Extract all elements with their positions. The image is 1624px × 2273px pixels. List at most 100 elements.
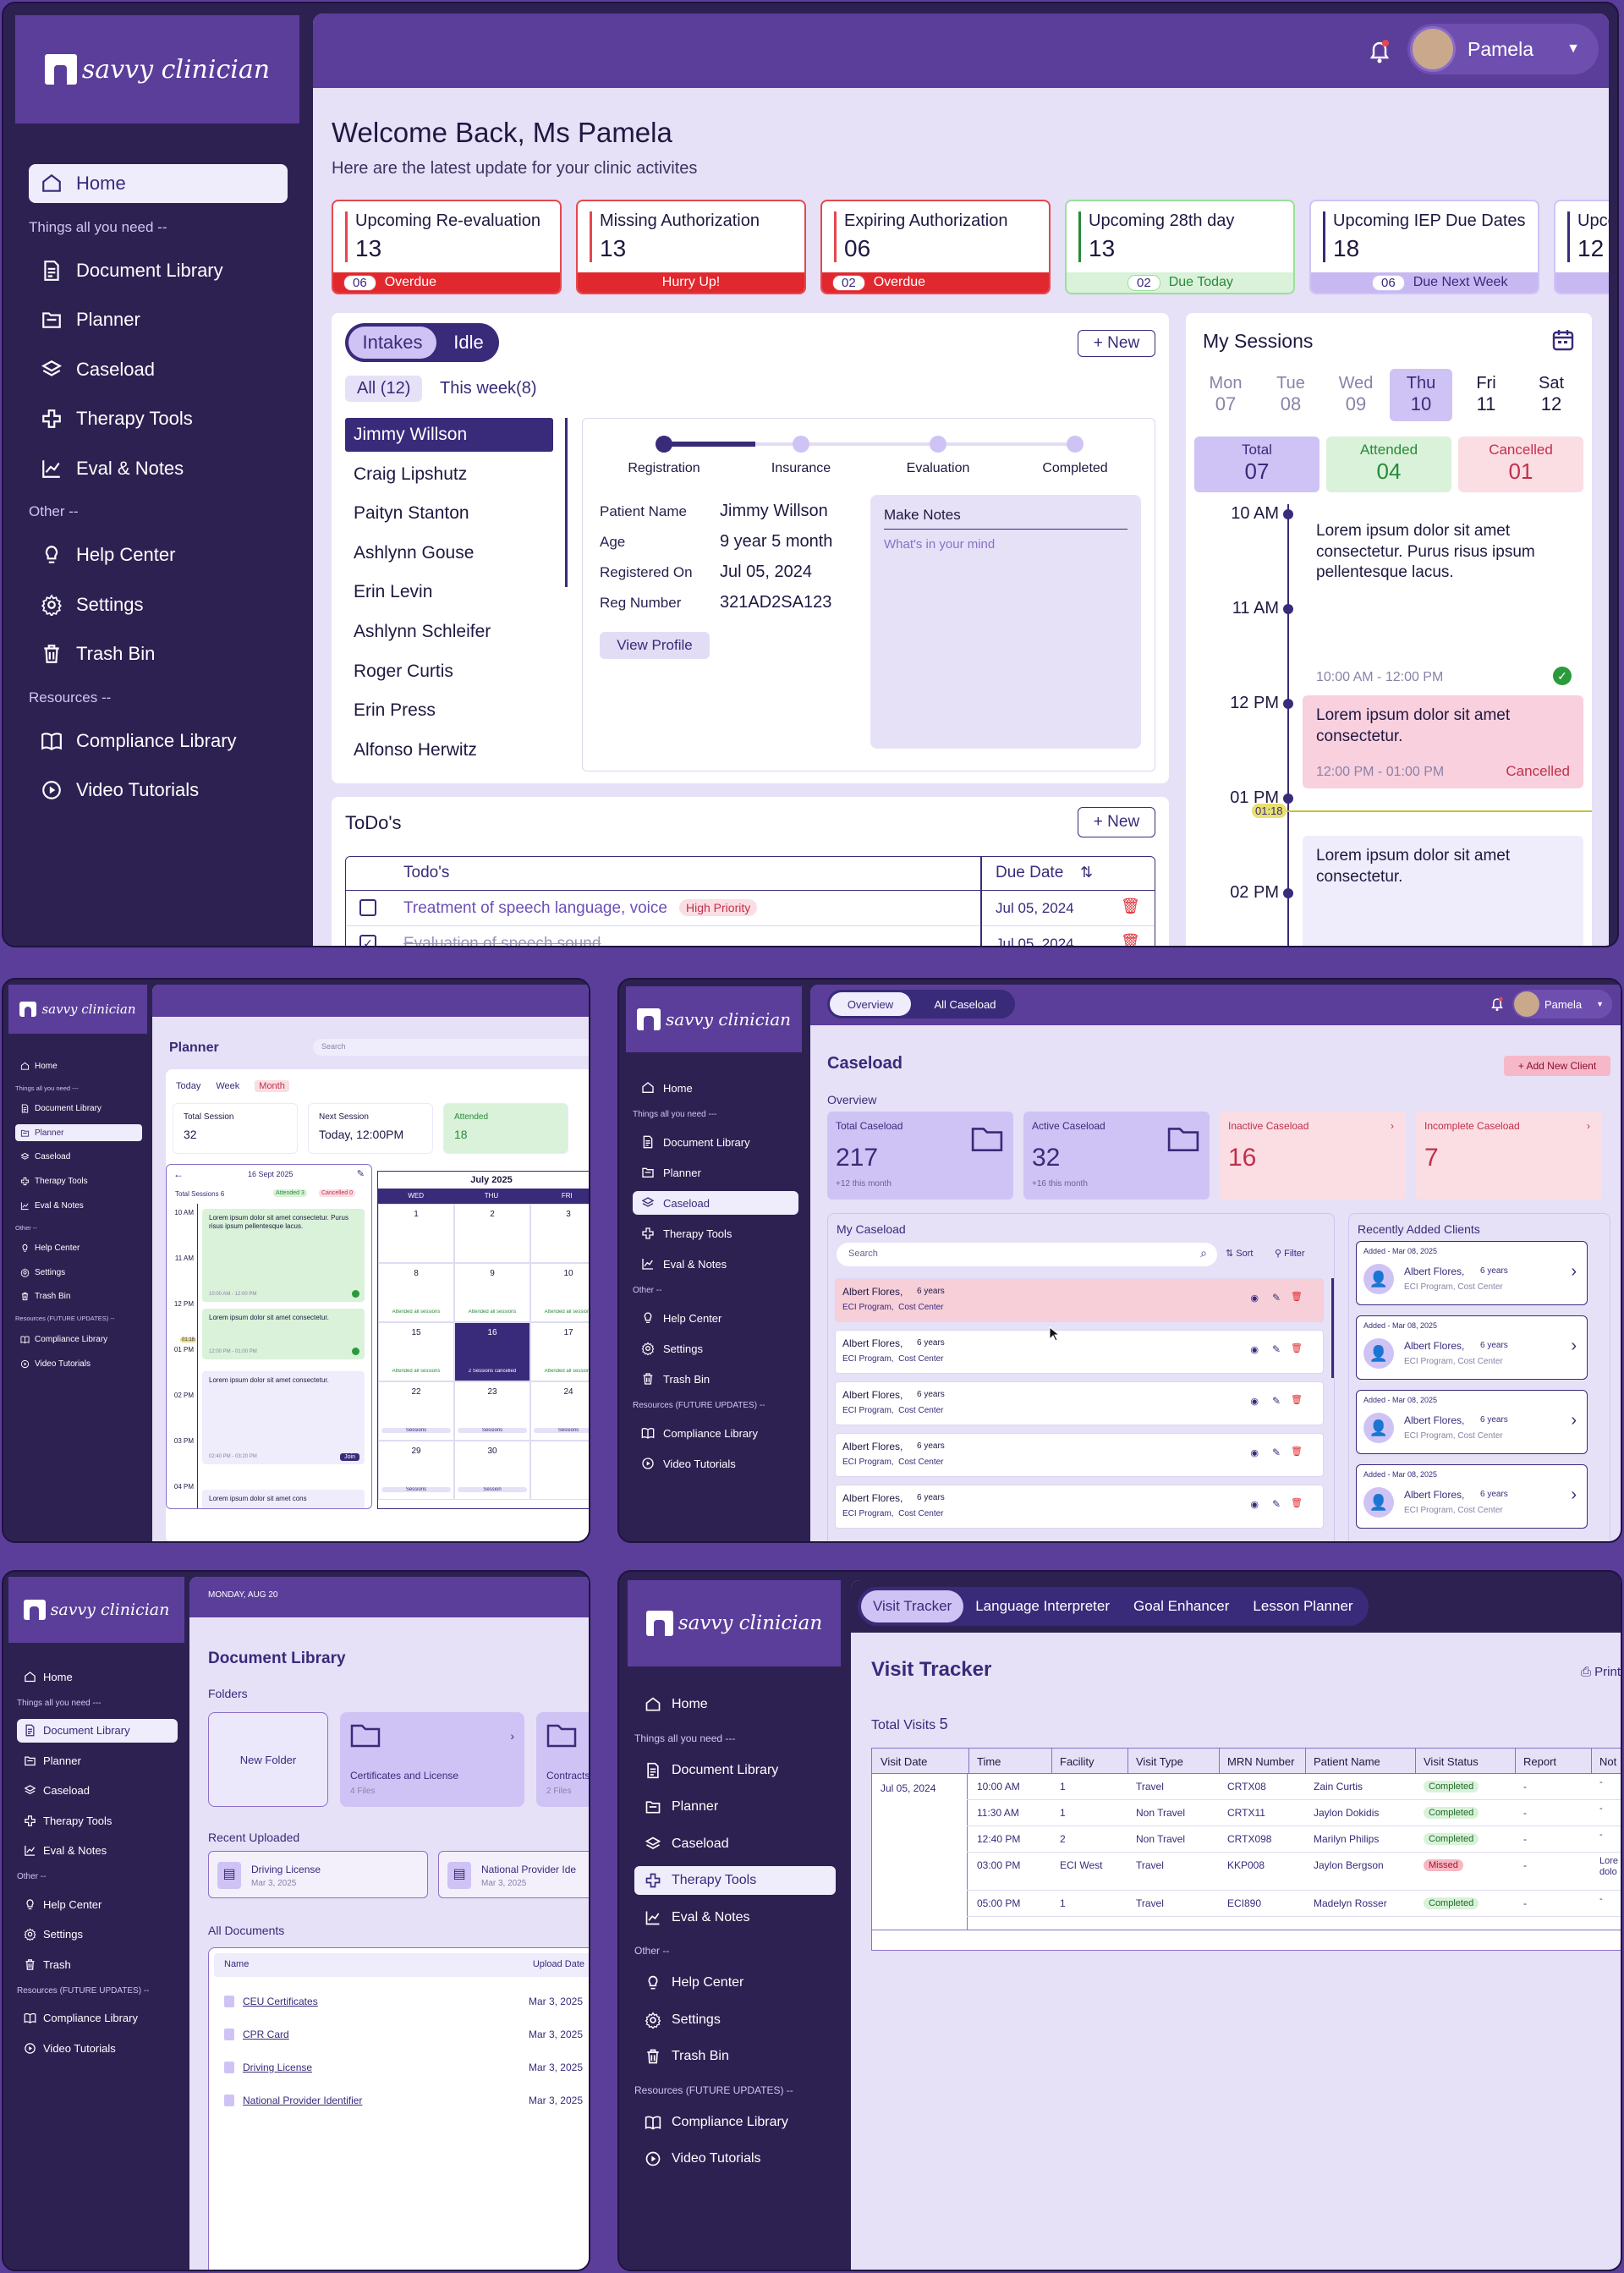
- sidebar-item-settings[interactable]: Settings: [17, 1923, 178, 1946]
- document-row[interactable]: Driving License Mar 3, 2025: [214, 2056, 589, 2082]
- sort-icon[interactable]: ⇅: [1080, 864, 1094, 881]
- eye-icon[interactable]: ◉: [1250, 1500, 1259, 1510]
- sidebar-item-help[interactable]: Help Center: [634, 1968, 836, 1997]
- sidebar-item-doc[interactable]: Document Library: [15, 1101, 142, 1117]
- sidebar-item-caseload[interactable]: Caseload: [17, 1779, 178, 1803]
- sidebar-item-settings[interactable]: Settings: [634, 2006, 836, 2034]
- patient-list-scrollbar[interactable]: [565, 418, 568, 587]
- recent-client-card[interactable]: Added - Mar 08, 2025 👤 Albert Flores, 6 yea…: [1356, 1390, 1588, 1454]
- document-row[interactable]: National Provider Identifier Mar 3, 2025: [214, 2089, 589, 2115]
- caseload-stat[interactable]: Incomplete Caseload 7 ›: [1416, 1112, 1602, 1200]
- sidebar-item-home[interactable]: Home: [15, 1057, 142, 1074]
- day-tab[interactable]: Tue 08: [1259, 369, 1322, 421]
- day-tab[interactable]: Wed 09: [1325, 369, 1387, 421]
- trash-icon[interactable]: 🗑: [1291, 1395, 1303, 1405]
- join-button[interactable]: Join: [340, 1453, 359, 1461]
- sidebar-item-eval[interactable]: Eval & Notes: [634, 1903, 836, 1932]
- sidebar-item-eval[interactable]: Eval & Notes: [29, 449, 288, 488]
- view-tab[interactable]: Week: [216, 1081, 240, 1091]
- sidebar-item-doc[interactable]: Document Library: [633, 1130, 798, 1154]
- patient-list-item[interactable]: Erin Levin: [354, 582, 433, 602]
- tab-overview[interactable]: Overview: [830, 992, 911, 1016]
- sidebar-item-eval[interactable]: Eval & Notes: [633, 1252, 798, 1276]
- calendar-day[interactable]: 8 Attended all sessions: [378, 1263, 454, 1322]
- tab-visit-tracker[interactable]: Visit Tracker: [861, 1590, 964, 1622]
- sidebar-item-settings[interactable]: Settings: [29, 585, 288, 624]
- calendar-day[interactable]: [530, 1441, 589, 1500]
- calendar-icon[interactable]: [1551, 328, 1575, 352]
- patient-list-item[interactable]: Roger Curtis: [354, 661, 453, 681]
- add-client-button[interactable]: + Add New Client: [1504, 1056, 1610, 1076]
- eye-icon[interactable]: ◉: [1250, 1293, 1259, 1304]
- filter-this-week[interactable]: This week(8): [440, 379, 537, 398]
- search-input[interactable]: Search: [313, 1039, 589, 1056]
- document-name[interactable]: National Provider Identifier: [243, 2095, 363, 2106]
- sidebar-item-therapy[interactable]: Therapy Tools: [633, 1222, 798, 1245]
- calendar-day[interactable]: 16 2 Sessions cancelled: [454, 1322, 530, 1381]
- recent-file[interactable]: ▤ National Provider Ide Mar 3, 2025: [438, 1851, 589, 1898]
- edit-icon[interactable]: ✎: [1271, 1395, 1281, 1407]
- sidebar-item-compliance[interactable]: Compliance Library: [633, 1421, 798, 1445]
- sidebar-item-therapy[interactable]: Therapy Tools: [17, 1809, 178, 1832]
- new-todo-button[interactable]: + New: [1078, 807, 1155, 837]
- sidebar-item-home[interactable]: Home: [17, 1665, 178, 1688]
- view-tab[interactable]: Today: [176, 1081, 201, 1091]
- edit-icon[interactable]: ✎: [356, 1169, 365, 1179]
- caseload-scrollbar[interactable]: [1331, 1278, 1334, 1378]
- sidebar-item-home[interactable]: Home: [633, 1076, 798, 1100]
- recent-file[interactable]: ▤ Driving License Mar 3, 2025: [208, 1851, 428, 1898]
- caseload-stat[interactable]: Inactive Caseload 16 ›: [1220, 1112, 1406, 1200]
- sidebar-item-caseload[interactable]: Caseload: [633, 1191, 798, 1215]
- calendar-day[interactable]: 9 Attended all sessions: [454, 1263, 530, 1322]
- day-tab[interactable]: Mon 07: [1194, 369, 1257, 421]
- sort-button[interactable]: ⇅ Sort: [1226, 1249, 1254, 1259]
- stat-card[interactable]: Missing Authorization 13 Hurry Up!: [576, 200, 806, 294]
- patient-list-item[interactable]: Ashlynn Gouse: [354, 542, 475, 563]
- document-row[interactable]: CPR Card Mar 3, 2025: [214, 2023, 589, 2049]
- tab-idle[interactable]: Idle: [453, 332, 484, 353]
- day-tab[interactable]: Sat 12: [1520, 369, 1583, 421]
- document-name[interactable]: CPR Card: [243, 2029, 289, 2040]
- sidebar-item-video[interactable]: Video Tutorials: [17, 2036, 178, 2060]
- calendar-day[interactable]: 24 Sessions: [530, 1381, 589, 1441]
- sidebar-item-help[interactable]: Help Center: [15, 1240, 142, 1257]
- sidebar-item-planner[interactable]: Planner: [15, 1124, 142, 1142]
- sidebar-item-trash[interactable]: Trash Bin: [634, 2042, 836, 2071]
- session-event[interactable]: Lorem ipsum dolor sit amet consectetur. …: [1303, 511, 1583, 689]
- folder-card[interactable]: Contracts 2 Files: [536, 1712, 589, 1807]
- sidebar-item-video[interactable]: Video Tutorials: [29, 771, 288, 810]
- caseload-row[interactable]: Albert Flores, 6 years ECI Program, Cost C…: [835, 1433, 1324, 1477]
- trash-icon[interactable]: 🗑: [1121, 898, 1140, 914]
- todo-checkbox[interactable]: ✓: [359, 935, 376, 946]
- sidebar-item-video[interactable]: Video Tutorials: [634, 2144, 836, 2173]
- sidebar-item-planner[interactable]: Planner: [633, 1161, 798, 1184]
- edit-icon[interactable]: ✎: [1271, 1292, 1281, 1304]
- recent-client-card[interactable]: Added - Mar 08, 2025 👤 Albert Flores, 6 yea…: [1356, 1315, 1588, 1380]
- calendar-day[interactable]: 2: [454, 1204, 530, 1263]
- patient-list-item[interactable]: Alfonso Herwitz: [354, 739, 477, 760]
- sidebar-item-planner[interactable]: Planner: [634, 1793, 836, 1821]
- day-tab[interactable]: Thu 10: [1390, 369, 1452, 421]
- sidebar-item-trash[interactable]: Trash: [17, 1952, 178, 1976]
- session-event[interactable]: Lorem ipsum dolor sit amet consectetur.: [1303, 836, 1583, 946]
- visit-row[interactable]: 10:00 AM 1 Travel CRTX08 Zain Curtis Complete…: [967, 1774, 1621, 1800]
- session-event[interactable]: Lorem ipsum dolor sit amet consectetur. 1…: [1303, 695, 1583, 788]
- session-event[interactable]: Lorem ipsum dolor sit amet consectetur. …: [202, 1209, 365, 1302]
- session-event[interactable]: Lorem ipsum dolor sit amet consectetur. 0…: [202, 1371, 365, 1464]
- caseload-row[interactable]: Albert Flores, 6 years ECI Program, Cost C…: [835, 1330, 1324, 1374]
- sidebar-item-doc[interactable]: Document Library: [29, 251, 288, 290]
- user-menu[interactable]: Pamela ▼: [1407, 24, 1599, 74]
- sidebar-item-video[interactable]: Video Tutorials: [633, 1452, 798, 1475]
- folder-card[interactable]: › Certificates and License 4 Files: [340, 1712, 524, 1807]
- patient-list-item[interactable]: Craig Lipshutz: [354, 464, 468, 484]
- calendar-day[interactable]: 30 Session: [454, 1441, 530, 1500]
- user-menu[interactable]: Pamela ▼: [1512, 990, 1612, 1018]
- stat-card[interactable]: Expiring Authorization 06 02 Overdue: [820, 200, 1051, 294]
- calendar-day[interactable]: 3: [530, 1204, 589, 1263]
- document-row[interactable]: CEU Certificates Mar 3, 2025: [214, 1990, 589, 2016]
- visit-row[interactable]: 11:30 AM 1 Non Travel CRTX11 Jaylon Dokidis C…: [967, 1800, 1621, 1826]
- day-tab[interactable]: Fri 11: [1455, 369, 1517, 421]
- search-input[interactable]: Search ⌕: [837, 1243, 1217, 1266]
- sidebar-item-compliance[interactable]: Compliance Library: [29, 722, 288, 760]
- sidebar-item-compliance[interactable]: Compliance Library: [634, 2108, 836, 2137]
